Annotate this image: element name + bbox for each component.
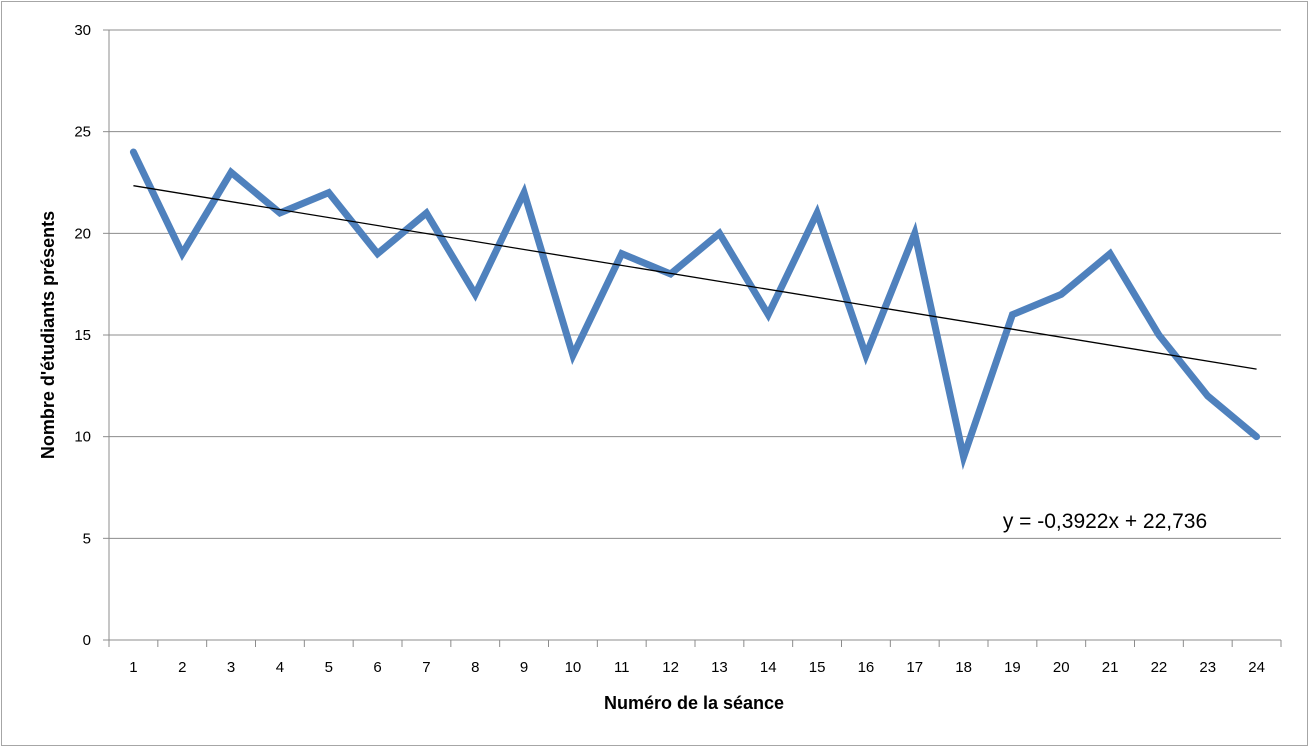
trendline xyxy=(133,185,1257,370)
data-point xyxy=(523,192,525,194)
x-tick-label: 24 xyxy=(1248,659,1265,676)
x-tick-label: 2 xyxy=(178,659,186,676)
y-tick-label: 0 xyxy=(83,632,91,649)
x-tick-label: 12 xyxy=(662,659,679,676)
data-point xyxy=(767,314,769,316)
x-tick-label: 3 xyxy=(227,659,235,676)
y-tick-label: 25 xyxy=(74,124,91,141)
data-point xyxy=(328,192,330,194)
x-axis-title: Numéro de la séance xyxy=(604,693,784,713)
trendline-equation: y = -0,3922x + 22,736 xyxy=(1003,510,1207,533)
data-point xyxy=(621,253,623,255)
x-tick-label: 20 xyxy=(1053,659,1070,676)
data-point xyxy=(718,232,720,234)
x-tick-label: 23 xyxy=(1199,659,1216,676)
y-axis-title: Nombre d'étudiants présents xyxy=(38,211,58,459)
x-tick-label: 10 xyxy=(565,659,582,676)
y-tick-label: 30 xyxy=(74,22,91,39)
axes xyxy=(103,29,1282,647)
x-tick-label: 8 xyxy=(471,659,479,676)
x-tick-label: 7 xyxy=(422,659,430,676)
x-tick-label: 15 xyxy=(809,659,826,676)
x-tick-label: 5 xyxy=(325,659,333,676)
y-axis-tick-labels: 0 5 10 15 20 25 30 xyxy=(74,22,91,649)
x-tick-label: 21 xyxy=(1102,659,1119,676)
x-tick-label: 1 xyxy=(129,659,137,676)
data-point xyxy=(1109,253,1111,255)
x-tick-label: 9 xyxy=(520,659,528,676)
series-line xyxy=(129,148,1261,470)
y-tick-label: 10 xyxy=(74,429,91,446)
x-axis-tick-labels: 1 2 3 4 5 6 7 8 9 10 11 12 13 14 15 16 17 18 19 20 21 22 23 24 xyxy=(129,659,1265,676)
data-point xyxy=(1207,395,1209,397)
data-point xyxy=(1158,334,1160,336)
x-tick-label: 6 xyxy=(373,659,381,676)
trendline-layer xyxy=(133,185,1257,370)
x-tick-label: 4 xyxy=(276,659,284,676)
data-point xyxy=(230,171,232,173)
data-point xyxy=(816,212,818,214)
data-point xyxy=(1256,436,1258,438)
data-point xyxy=(963,456,965,458)
x-tick-label: 19 xyxy=(1004,659,1021,676)
x-tick-label: 16 xyxy=(858,659,875,676)
data-point xyxy=(474,293,476,295)
x-tick-label: 13 xyxy=(711,659,728,676)
gridlines xyxy=(109,29,1281,539)
x-tick-label: 18 xyxy=(955,659,972,676)
y-tick-label: 15 xyxy=(74,327,91,344)
data-point xyxy=(914,232,916,234)
data-point xyxy=(1060,293,1062,295)
y-tick-label: 5 xyxy=(83,530,91,547)
x-tick-label: 11 xyxy=(614,659,630,676)
data-point xyxy=(181,253,183,255)
x-tick-label: 22 xyxy=(1151,659,1168,676)
data-point xyxy=(132,151,134,153)
data-point xyxy=(1011,314,1013,316)
data-point xyxy=(425,212,427,214)
data-point xyxy=(279,212,281,214)
x-tick-label: 14 xyxy=(760,659,777,676)
data-series xyxy=(129,148,1261,470)
data-point xyxy=(865,354,867,356)
y-tick-label: 20 xyxy=(74,225,91,242)
data-point xyxy=(377,253,379,255)
data-point xyxy=(572,354,574,356)
x-tick-label: 17 xyxy=(906,659,923,676)
